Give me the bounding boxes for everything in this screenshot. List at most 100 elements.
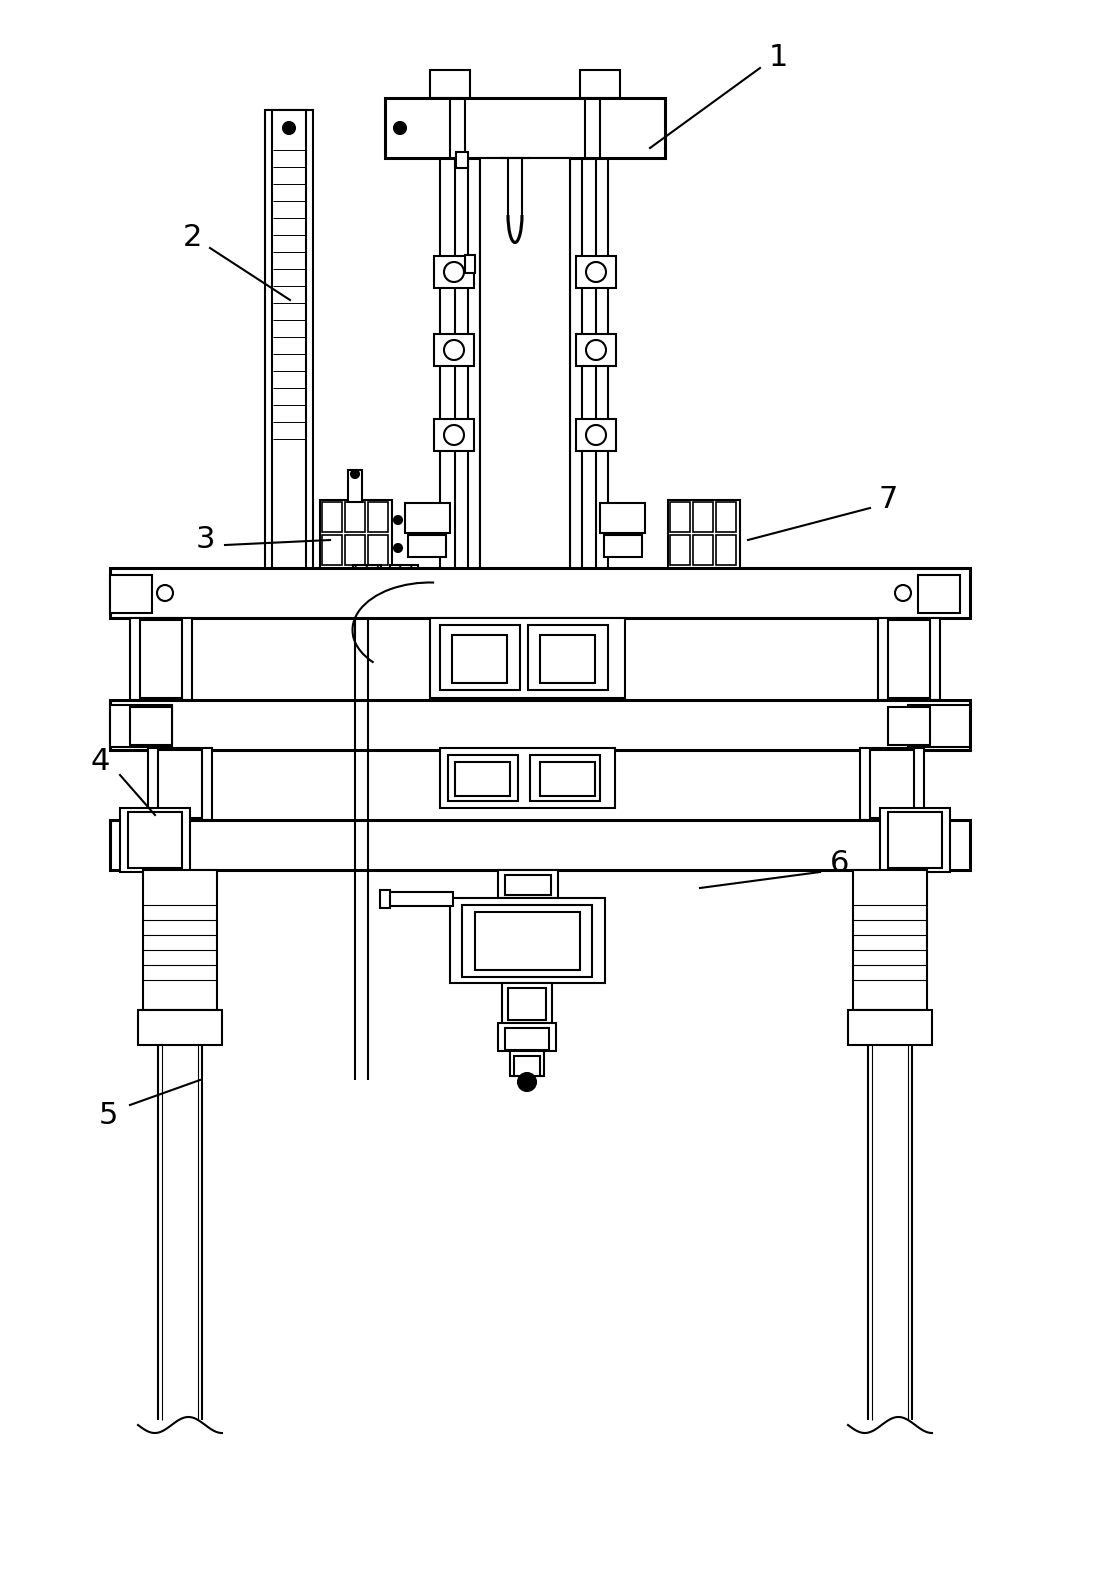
Circle shape	[283, 122, 295, 133]
Bar	[140, 619, 182, 699]
Bar	[540, 635, 595, 683]
Bar	[847, 1010, 932, 1045]
Circle shape	[586, 426, 606, 445]
Bar	[498, 1023, 556, 1051]
Bar	[693, 502, 713, 532]
Bar	[853, 870, 927, 1010]
Circle shape	[394, 516, 402, 524]
Bar	[456, 152, 468, 168]
Bar	[530, 754, 600, 800]
Text: 6: 6	[831, 850, 850, 878]
Bar	[353, 565, 381, 613]
Bar	[514, 1056, 540, 1077]
Bar	[405, 503, 451, 534]
Text: 3: 3	[196, 526, 215, 554]
Circle shape	[444, 340, 464, 360]
Bar	[888, 811, 942, 869]
Bar	[348, 470, 362, 502]
Circle shape	[444, 426, 464, 445]
Bar	[670, 535, 690, 565]
Bar	[462, 905, 593, 977]
Bar	[693, 535, 713, 565]
Bar	[380, 889, 390, 908]
Circle shape	[896, 584, 911, 600]
Bar	[265, 110, 313, 575]
Bar	[508, 988, 546, 1019]
Bar	[148, 748, 212, 819]
Bar	[576, 419, 616, 451]
Circle shape	[394, 122, 406, 133]
Bar	[870, 750, 915, 818]
Bar	[272, 110, 306, 575]
Bar	[130, 618, 192, 700]
Bar	[345, 502, 364, 532]
Bar	[138, 1010, 222, 1045]
Bar	[358, 575, 376, 615]
Circle shape	[518, 1073, 536, 1091]
Bar	[120, 808, 190, 872]
Bar	[604, 535, 642, 557]
Bar	[888, 707, 930, 745]
Bar	[385, 98, 665, 157]
Bar	[345, 535, 364, 565]
Text: 1: 1	[768, 43, 788, 73]
Bar	[600, 503, 645, 534]
Bar	[528, 626, 608, 691]
Bar	[110, 575, 152, 613]
Bar	[918, 575, 960, 613]
Bar	[455, 762, 510, 796]
Bar	[670, 502, 690, 532]
Bar	[110, 819, 970, 870]
Bar	[408, 535, 446, 557]
Circle shape	[586, 340, 606, 360]
Bar	[440, 748, 615, 808]
Bar	[878, 618, 940, 700]
Bar	[320, 500, 392, 572]
Bar	[576, 256, 616, 287]
Bar	[322, 535, 342, 565]
Bar	[667, 500, 740, 572]
Bar	[430, 618, 625, 699]
Bar	[475, 912, 580, 970]
Bar	[127, 811, 182, 869]
Bar	[440, 626, 520, 691]
Bar	[434, 419, 474, 451]
Circle shape	[351, 470, 359, 478]
Bar	[110, 705, 172, 746]
Bar	[888, 619, 930, 699]
Bar	[498, 870, 558, 897]
Bar	[368, 502, 388, 532]
Bar	[510, 1051, 544, 1077]
Bar	[130, 707, 172, 745]
Bar	[908, 705, 970, 746]
Bar	[143, 870, 217, 1010]
Bar	[716, 535, 736, 565]
Text: 4: 4	[91, 748, 110, 777]
Bar	[385, 892, 453, 907]
Text: 7: 7	[879, 486, 898, 515]
Bar	[716, 502, 736, 532]
Bar	[860, 748, 923, 819]
Bar	[110, 569, 970, 618]
Text: 2: 2	[182, 224, 201, 252]
Bar	[434, 333, 474, 365]
Bar	[448, 754, 518, 800]
Bar	[390, 565, 418, 613]
Bar	[452, 635, 506, 683]
Circle shape	[157, 584, 173, 600]
Bar	[110, 700, 970, 750]
Bar	[502, 983, 552, 1023]
Bar	[430, 70, 470, 98]
Circle shape	[394, 545, 402, 553]
Bar	[322, 502, 342, 532]
Bar	[576, 333, 616, 365]
Bar	[158, 750, 202, 818]
Circle shape	[444, 262, 464, 283]
Bar	[368, 535, 388, 565]
Text: 5: 5	[98, 1100, 117, 1129]
Bar	[434, 256, 474, 287]
Bar	[480, 157, 570, 588]
Bar	[465, 256, 475, 273]
Bar	[880, 808, 950, 872]
Bar	[505, 1027, 549, 1050]
